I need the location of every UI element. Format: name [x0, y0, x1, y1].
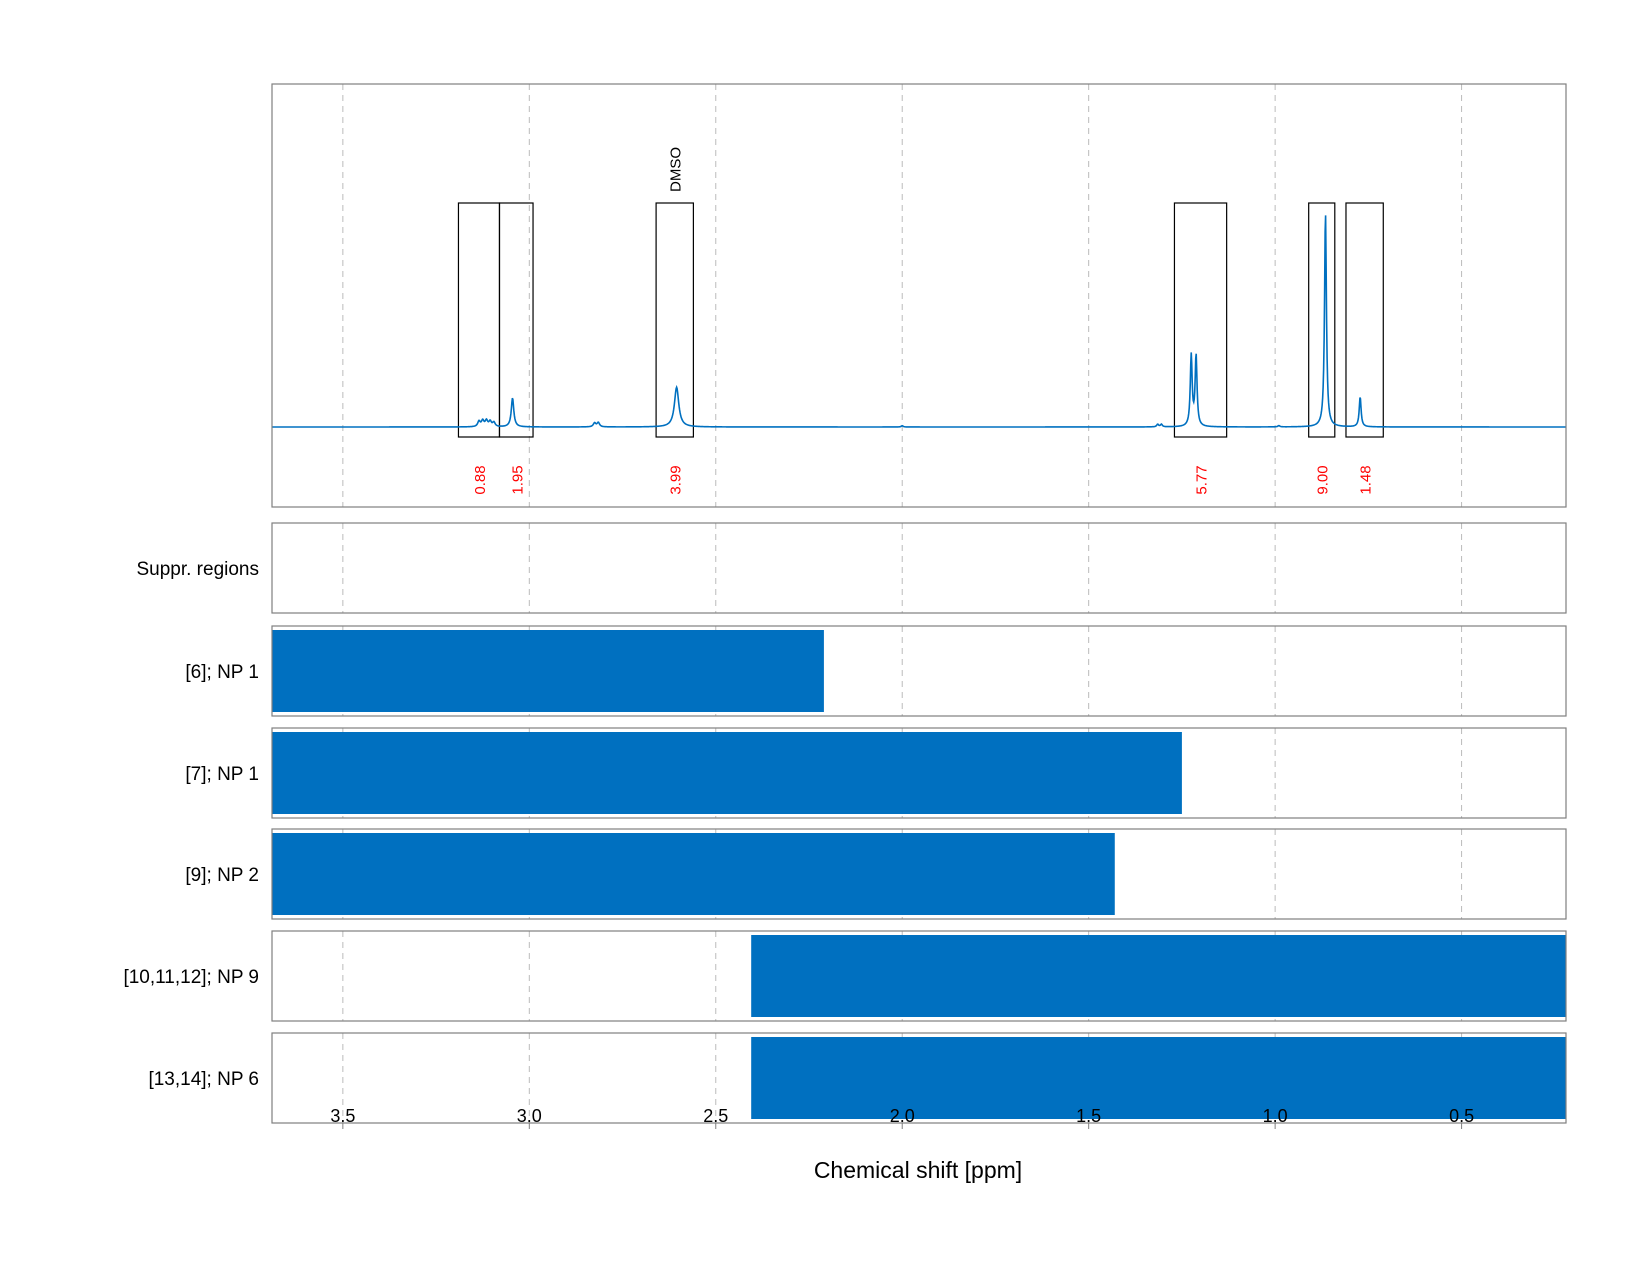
track-label: [7]; NP 1 — [185, 764, 259, 785]
x-tick-label: 0.5 — [1449, 1106, 1474, 1126]
region-bar — [272, 630, 824, 712]
track-frame — [271, 625, 1567, 717]
spectrum-frame — [271, 83, 1567, 508]
integration-region-box — [457, 202, 501, 438]
integration-region-box — [1173, 202, 1228, 438]
track-frame — [271, 1032, 1567, 1124]
x-tick-label: 3.0 — [517, 1106, 542, 1126]
integration-region-box — [498, 202, 534, 438]
spectrum-panel: 0.88 1.95 3.99 5.77 9.00 1.48 DMSO — [271, 83, 1567, 508]
track-label: [9]; NP 2 — [185, 865, 259, 886]
track-frame — [271, 522, 1567, 614]
track-frame — [271, 828, 1567, 920]
region-bar — [751, 1037, 1566, 1119]
x-axis: 3.5 3.0 2.5 2.0 1.5 1.0 0.5 — [330, 1106, 1474, 1129]
x-tick-label: 2.5 — [703, 1106, 728, 1126]
integral-value-label: 1.48 — [1358, 465, 1375, 494]
integral-value-label: 3.99 — [668, 465, 685, 494]
integral-value-label: 1.95 — [509, 465, 526, 494]
track-label: [13,14]; NP 6 — [148, 1069, 259, 1090]
region-tracks: Suppr. regions [6]; NP 1 [7]; NP 1 [9]; NP … — [123, 522, 1567, 1124]
spectrum-trace — [272, 215, 1566, 428]
x-tick-label: 3.5 — [330, 1106, 355, 1126]
x-tick-label: 1.0 — [1263, 1106, 1288, 1126]
region-bar — [272, 833, 1115, 915]
integration-region-box — [1308, 202, 1336, 438]
integral-value-label: 5.77 — [1194, 465, 1211, 494]
integration-region-box — [1345, 202, 1384, 438]
integration-region-box — [655, 202, 694, 438]
track-frame — [271, 930, 1567, 1022]
x-tick-label: 1.5 — [1076, 1106, 1101, 1126]
solvent-annotation: DMSO — [668, 147, 685, 192]
integral-value-label: 0.88 — [472, 465, 489, 494]
region-bar — [272, 732, 1182, 814]
integral-value-label: 9.00 — [1315, 465, 1332, 494]
track-frame — [271, 727, 1567, 819]
x-axis-label: Chemical shift [ppm] — [814, 1157, 1022, 1183]
track-label: [10,11,12]; NP 9 — [123, 967, 259, 988]
track-label: Suppr. regions — [136, 559, 259, 580]
x-tick-label: 2.0 — [890, 1106, 915, 1126]
region-bar — [751, 935, 1566, 1017]
track-label: [6]; NP 1 — [185, 662, 259, 683]
